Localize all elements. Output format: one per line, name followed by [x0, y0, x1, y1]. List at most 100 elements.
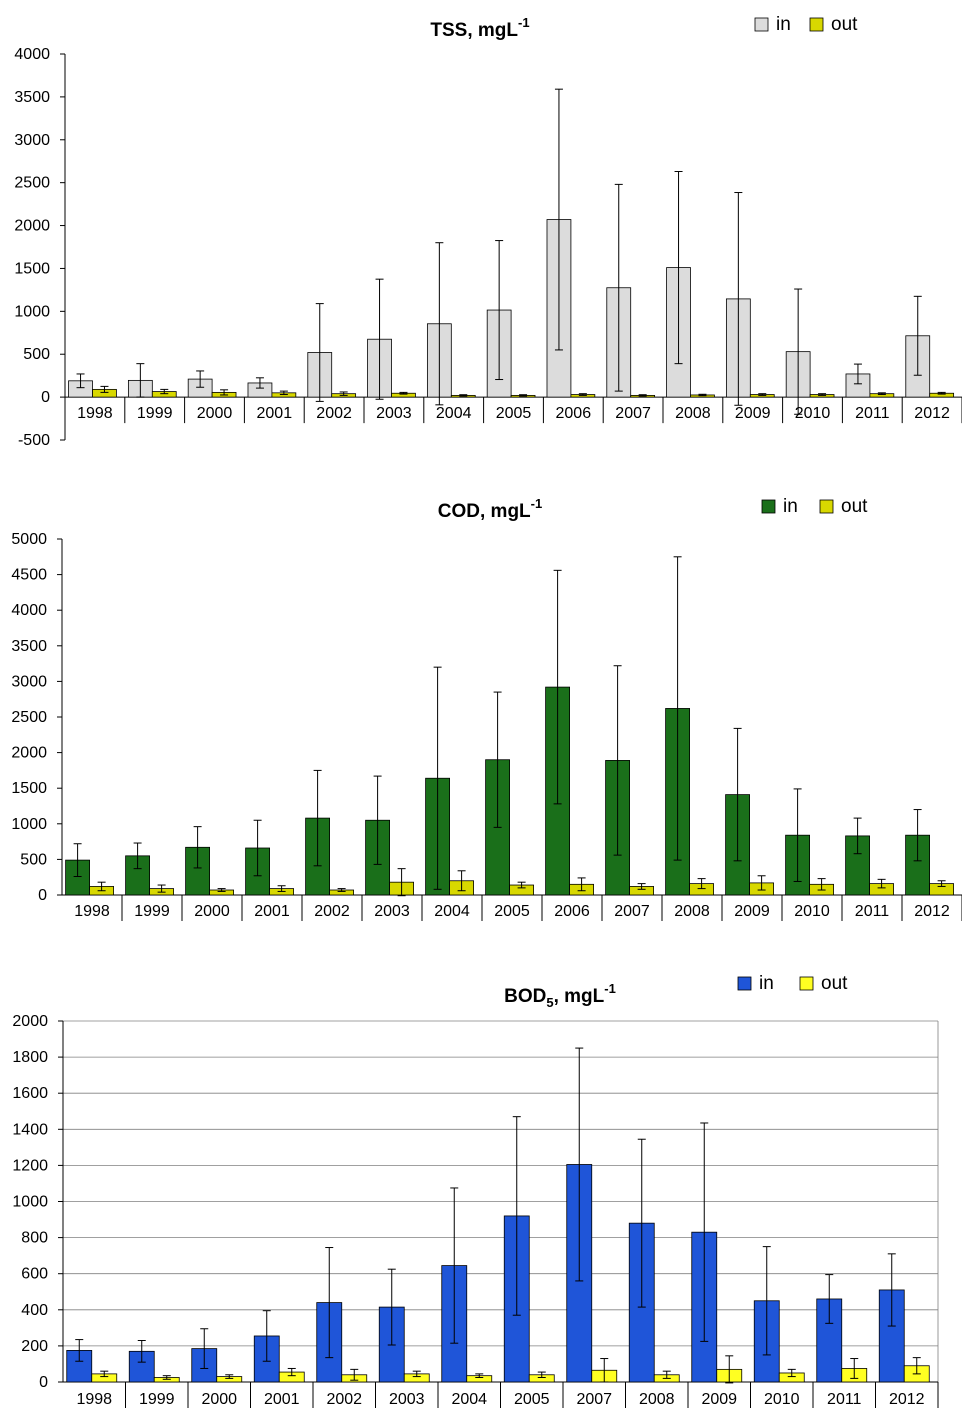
y-tick-label: 0 — [38, 887, 47, 904]
error-bar-out-2007 — [637, 883, 646, 890]
y-tick-label: 2500 — [11, 709, 47, 726]
error-bar-out-2002 — [337, 888, 346, 892]
x-tick-label: 2002 — [316, 405, 352, 422]
error-bar-out-2006 — [577, 877, 586, 892]
x-tick-label: 2012 — [889, 1391, 925, 1408]
y-tick-label: 1200 — [12, 1157, 48, 1174]
error-bar-in-2005 — [495, 240, 504, 381]
error-bar-out-2004 — [459, 394, 468, 397]
error-bar-in-2011 — [853, 817, 862, 855]
x-tick-label: 2008 — [674, 903, 710, 920]
error-bar-out-2007 — [638, 394, 647, 397]
error-bar-out-2006 — [578, 393, 587, 396]
legend-label-out: out — [831, 14, 858, 35]
error-bar-out-2010 — [818, 393, 827, 396]
cod-chart: COD, mgL-1 in out 0 500 1000 1500 2000 2500 3000 3… — [11, 496, 962, 921]
y-tick-label: 4500 — [11, 567, 47, 584]
y-tick-label: 200 — [21, 1338, 48, 1355]
y-tick-label: 500 — [23, 346, 50, 363]
y-tick-label: 2000 — [14, 218, 50, 235]
y-tick-label: 1600 — [12, 1085, 48, 1102]
error-bar-out-2004 — [475, 1373, 484, 1378]
error-bar-in-2008 — [673, 556, 682, 861]
x-tick-label: 1998 — [77, 405, 113, 422]
error-bar-out-2003 — [399, 391, 408, 395]
x-tick-label: 2003 — [376, 405, 412, 422]
error-bar-in-2012 — [913, 809, 922, 862]
legend-swatch-in — [737, 976, 752, 991]
y-tick-label: 2000 — [12, 1013, 48, 1030]
error-bar-in-2001 — [255, 377, 264, 389]
x-tick-label: 2003 — [374, 903, 410, 920]
y-tick-label: 500 — [20, 851, 47, 868]
error-bar-out-1999 — [157, 884, 166, 893]
y-tick-label: 1000 — [12, 1194, 48, 1211]
error-bar-out-2011 — [877, 392, 886, 396]
error-bar-out-2000 — [220, 389, 229, 396]
error-bar-in-2000 — [196, 370, 205, 388]
legend-swatch-out — [799, 976, 814, 991]
error-bar-in-2011 — [853, 363, 862, 385]
legend-swatch-in — [761, 499, 776, 514]
x-tick-label: 2012 — [914, 903, 950, 920]
y-tick-label: 1500 — [11, 780, 47, 797]
x-tick-label: 2010 — [794, 903, 830, 920]
error-bar-out-2002 — [339, 391, 348, 396]
y-tick-label: 800 — [21, 1230, 48, 1247]
x-tick-label: 2007 — [576, 1391, 612, 1408]
x-tick-label: 2000 — [201, 1391, 237, 1408]
y-tick-label: 4000 — [11, 602, 47, 619]
error-bar-in-1999 — [136, 363, 145, 398]
x-tick-label: 2009 — [701, 1391, 737, 1408]
error-bar-in-2012 — [887, 1253, 896, 1327]
x-tick-label: 2011 — [855, 903, 890, 920]
error-bar-out-2000 — [217, 888, 226, 892]
error-bar-in-2004 — [433, 666, 442, 890]
x-tick-label: 2002 — [326, 1391, 362, 1408]
error-bar-out-1999 — [162, 1375, 171, 1380]
tss-chart-title: TSS, mgL-1 — [430, 15, 529, 41]
error-bar-in-2007 — [614, 183, 623, 392]
y-tick-label: 1000 — [11, 816, 47, 833]
error-bar-in-1998 — [75, 1339, 84, 1362]
bod-chart: BOD5, mgL-1 in out 0 200 400 600 800 1000 1200 140… — [12, 973, 939, 1408]
legend-label-in: in — [759, 973, 774, 994]
x-tick-label: 2000 — [194, 903, 230, 920]
y-tick-label: 2000 — [11, 745, 47, 762]
x-tick-label: 1999 — [139, 1391, 175, 1408]
error-bar-in-2005 — [512, 1116, 521, 1316]
error-bar-in-2005 — [493, 691, 502, 828]
error-bar-in-2003 — [375, 278, 384, 400]
error-bar-in-2006 — [554, 88, 563, 351]
legend-swatch-in — [754, 17, 769, 32]
error-bar-in-2008 — [637, 1138, 646, 1308]
error-bar-in-2002 — [325, 1247, 334, 1359]
y-tick-label: 1400 — [12, 1121, 48, 1138]
x-tick-label: 2007 — [614, 903, 650, 920]
error-bar-in-2001 — [253, 819, 262, 877]
error-bar-out-1998 — [100, 1370, 109, 1378]
x-tick-label: 2007 — [615, 405, 651, 422]
error-bar-in-2010 — [794, 288, 803, 415]
error-bar-out-2003 — [412, 1370, 421, 1378]
x-tick-label: 2001 — [257, 405, 293, 422]
error-bar-out-2009 — [725, 1355, 734, 1384]
error-bar-out-2007 — [600, 1358, 609, 1383]
error-bar-out-2012 — [937, 880, 946, 887]
y-tick-label: 3000 — [14, 132, 50, 149]
error-bar-in-2009 — [700, 1122, 709, 1342]
error-bar-out-2001 — [279, 390, 288, 396]
error-bar-out-2002 — [350, 1368, 359, 1381]
error-bar-in-2007 — [575, 1047, 584, 1282]
x-tick-label: 2009 — [734, 903, 770, 920]
y-tick-label: 1000 — [14, 303, 50, 320]
x-tick-label: 1998 — [76, 1391, 112, 1408]
error-bar-in-2002 — [313, 769, 322, 867]
error-bar-in-2000 — [193, 826, 202, 869]
error-bar-in-2007 — [613, 665, 622, 856]
error-bar-in-2006 — [553, 569, 562, 805]
y-tick-label: 2500 — [14, 175, 50, 192]
y-tick-label: 4000 — [14, 46, 50, 63]
error-bar-in-2009 — [733, 727, 742, 862]
legend-swatch-out — [819, 499, 834, 514]
